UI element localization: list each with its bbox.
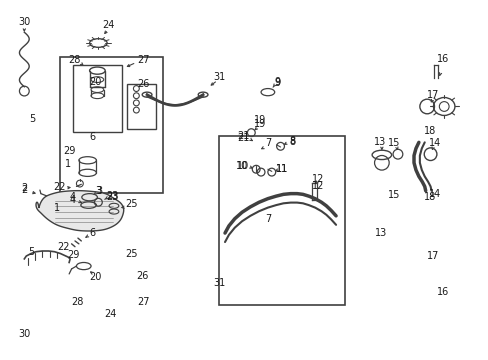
Text: 2: 2	[21, 185, 27, 195]
Text: 24: 24	[102, 20, 114, 30]
Text: 27: 27	[137, 55, 149, 65]
Text: 13: 13	[373, 138, 385, 147]
Text: 6: 6	[89, 228, 95, 238]
Text: 5: 5	[28, 247, 34, 257]
Text: 24: 24	[104, 310, 117, 319]
Text: 3: 3	[95, 186, 101, 196]
Text: 14: 14	[428, 139, 441, 148]
Text: 19: 19	[253, 115, 265, 125]
Text: 4: 4	[70, 195, 76, 205]
Text: 22: 22	[53, 182, 65, 192]
Text: 25: 25	[125, 199, 138, 210]
Text: 7: 7	[264, 215, 270, 224]
Bar	[73, 65, 122, 132]
Text: 4: 4	[70, 192, 76, 202]
Text: 21: 21	[237, 131, 249, 141]
Text: 10: 10	[237, 161, 249, 171]
Text: 31: 31	[213, 278, 225, 288]
Text: 23: 23	[105, 192, 118, 202]
Text: 1: 1	[65, 159, 71, 169]
Text: 12: 12	[312, 174, 324, 184]
Text: 8: 8	[288, 138, 295, 147]
Text: 28: 28	[72, 297, 84, 307]
Text: 7: 7	[264, 139, 270, 148]
Text: 2: 2	[21, 183, 27, 193]
Text: 3: 3	[96, 186, 102, 196]
Text: 5: 5	[29, 114, 36, 124]
Text: 28: 28	[68, 55, 80, 65]
Text: 30: 30	[18, 329, 30, 339]
Text: 8: 8	[288, 136, 295, 146]
Bar	[60, 57, 163, 193]
Text: 29: 29	[63, 146, 75, 156]
Text: 15: 15	[387, 139, 400, 148]
Text: 27: 27	[137, 297, 149, 307]
Text: 9: 9	[274, 78, 280, 88]
Text: 14: 14	[428, 189, 441, 199]
Text: 1: 1	[54, 203, 60, 213]
Text: 20: 20	[90, 272, 102, 282]
Text: 18: 18	[424, 126, 436, 135]
Text: 10: 10	[235, 161, 248, 171]
Bar	[126, 84, 156, 129]
Text: 18: 18	[424, 192, 436, 202]
Text: 30: 30	[18, 17, 30, 27]
Text: 17: 17	[427, 90, 439, 100]
Text: 20: 20	[90, 77, 102, 87]
Text: 17: 17	[427, 251, 439, 261]
Text: 31: 31	[213, 72, 225, 82]
Text: 9: 9	[274, 77, 280, 87]
Text: 12: 12	[312, 181, 324, 192]
Text: 13: 13	[374, 228, 386, 238]
Text: 26: 26	[136, 271, 148, 281]
Text: 16: 16	[436, 287, 448, 297]
Text: 22: 22	[57, 242, 69, 252]
Text: 6: 6	[89, 132, 95, 142]
Bar	[219, 136, 344, 305]
Text: 19: 19	[253, 120, 265, 129]
Text: 11: 11	[276, 163, 288, 174]
Text: 29: 29	[67, 250, 79, 260]
Polygon shape	[36, 191, 123, 231]
Text: 25: 25	[125, 248, 138, 258]
Text: 23: 23	[105, 191, 118, 201]
Text: 16: 16	[436, 54, 448, 64]
Text: 15: 15	[387, 190, 400, 200]
Text: 11: 11	[276, 163, 288, 174]
Text: 26: 26	[137, 79, 149, 89]
Text: 21: 21	[237, 133, 249, 143]
